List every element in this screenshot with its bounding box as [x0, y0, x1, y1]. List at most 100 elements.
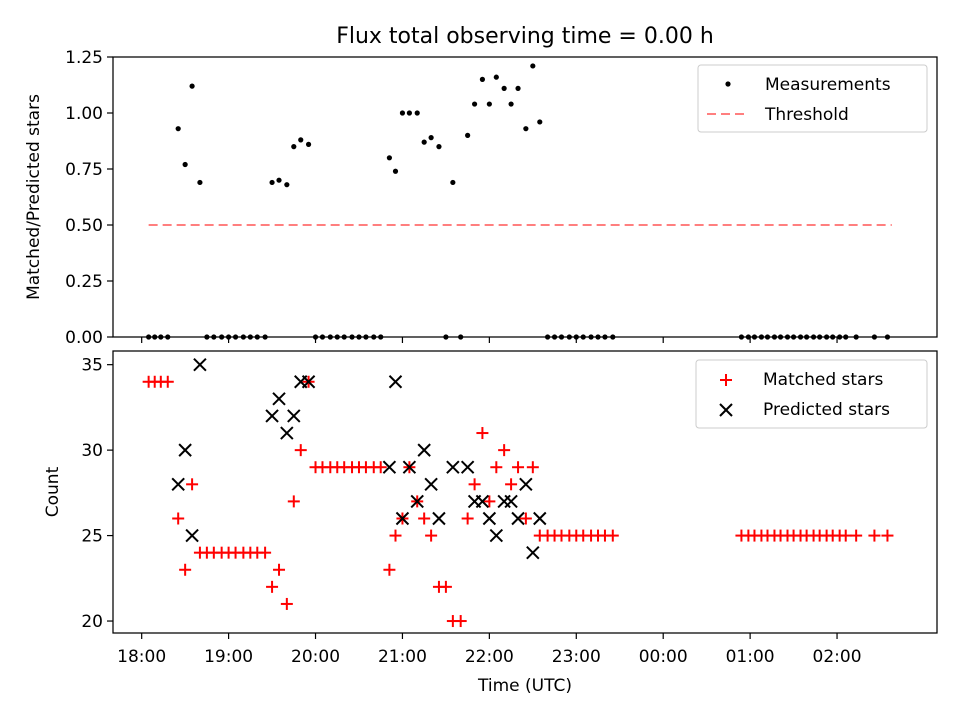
matched-star-point — [287, 495, 300, 508]
measurement-point — [580, 334, 586, 340]
matched-star-point — [383, 563, 396, 576]
x-axis-label: Time (UTC) — [477, 676, 572, 696]
predicted-star-point — [185, 528, 199, 543]
matched-star-point — [418, 512, 431, 525]
bottom-plot-frame — [112, 350, 938, 634]
predicted-star-point — [280, 426, 294, 440]
matched-star-point — [179, 563, 192, 576]
measurement-point — [745, 334, 751, 340]
x-tick-label: 18:00 — [117, 647, 166, 667]
matched-star-point — [476, 427, 489, 440]
predicted-star-point — [301, 375, 316, 389]
top-y-tick-label: 1.00 — [65, 104, 103, 124]
measurement-point — [790, 334, 797, 340]
top-y-axis-label: Matched/Predicted stars — [24, 94, 44, 300]
matched-star-point — [606, 529, 619, 542]
predicted-star-point — [382, 460, 397, 474]
measurement-point — [165, 334, 171, 340]
measurement-point — [399, 110, 406, 116]
measurement-point — [843, 334, 849, 340]
measurement-point — [312, 334, 319, 340]
measurement-point — [175, 126, 181, 132]
matched-star-point — [186, 478, 199, 491]
measurement-point — [356, 334, 362, 340]
top-y-tick-label: 1.25 — [65, 48, 103, 68]
measurement-point — [182, 161, 188, 168]
measurement-point — [414, 110, 420, 116]
matched-star-point — [259, 546, 272, 559]
bottom-legend: Matched stars Predicted stars — [695, 359, 928, 429]
measurement-point — [298, 137, 304, 143]
predicted-star-point — [395, 511, 410, 526]
measurement-point — [341, 334, 347, 340]
bottom-y-tick-label: 25 — [81, 527, 103, 547]
predicted-star-point — [410, 494, 424, 509]
predicted-star-point — [504, 494, 518, 509]
matched-star-point — [512, 461, 525, 474]
measurement-point — [428, 135, 434, 141]
predicted-star-point — [272, 392, 286, 406]
predicted-stars-points — [171, 357, 547, 560]
measurement-point — [602, 334, 608, 340]
measurement-point — [465, 132, 471, 138]
top-panel: 0.00 0.25 0.50 0.75 1.00 1.25 Matched/Predict… — [24, 48, 938, 348]
measurement-point — [566, 334, 572, 340]
measurement-point — [406, 110, 412, 116]
measurement-point — [392, 168, 399, 174]
matched-star-point — [161, 375, 174, 388]
measurement-point — [544, 334, 551, 340]
measurement-point — [219, 334, 225, 340]
predicted-star-point — [482, 511, 497, 526]
measurement-point — [378, 334, 384, 340]
top-y-tick-label: 0.50 — [65, 216, 103, 236]
measurement-point — [486, 101, 492, 107]
x-tick-label: 19:00 — [204, 647, 253, 667]
predicted-star-point — [489, 528, 504, 543]
measurement-point — [349, 334, 355, 340]
x-tick-label: 21:00 — [378, 647, 427, 667]
measurement-point — [152, 334, 158, 340]
bottom-y-ticks: 20 25 30 35 — [81, 356, 113, 632]
predicted-star-point — [424, 477, 438, 492]
x-tick-label: 22:00 — [465, 647, 514, 667]
measurement-point — [871, 334, 878, 340]
legend-threshold-label: Threshold — [764, 105, 849, 125]
measurement-point — [327, 334, 333, 340]
predicted-star-point — [475, 494, 490, 509]
measurement-point — [558, 334, 565, 340]
measurement-point — [493, 74, 499, 80]
measurement-point — [738, 334, 745, 340]
measurement-point — [810, 334, 817, 340]
matched-star-point — [461, 512, 474, 525]
bottom-y-tick-label: 20 — [81, 612, 103, 632]
matched-star-point — [468, 478, 481, 491]
measurement-point — [573, 334, 579, 340]
measurement-point — [146, 334, 152, 340]
predicted-star-point — [446, 460, 460, 474]
measurement-point — [305, 141, 312, 147]
top-legend-box — [697, 64, 928, 133]
bottom-x-ticks: 18:00 19:00 20:00 21:00 22:00 23:00 00:00 01:00… — [117, 633, 862, 667]
predicted-star-point — [265, 409, 279, 423]
matched-star-point — [454, 615, 467, 628]
x-tick-label: 20:00 — [291, 647, 340, 667]
x-tick-label: 02:00 — [813, 647, 862, 667]
measurement-point — [853, 334, 859, 340]
matched-star-point — [505, 478, 518, 491]
predicted-star-point — [533, 511, 547, 526]
measurement-point — [204, 334, 210, 340]
measurement-point — [240, 334, 246, 340]
measurement-point — [537, 119, 543, 125]
top-y-tick-label: 0.00 — [65, 328, 103, 348]
measurement-point — [588, 334, 594, 340]
measurement-point — [797, 334, 804, 340]
top-y-ticks: 0.00 0.25 0.50 0.75 1.00 1.25 — [65, 48, 113, 348]
measurement-point — [751, 334, 758, 340]
predicted-star-point — [388, 375, 403, 389]
measurement-point — [371, 334, 377, 340]
matched-star-point — [172, 512, 185, 525]
predicted-star-point — [460, 460, 475, 474]
measurement-point — [262, 334, 268, 340]
measurement-point — [363, 334, 369, 340]
bottom-legend-box — [695, 359, 928, 429]
